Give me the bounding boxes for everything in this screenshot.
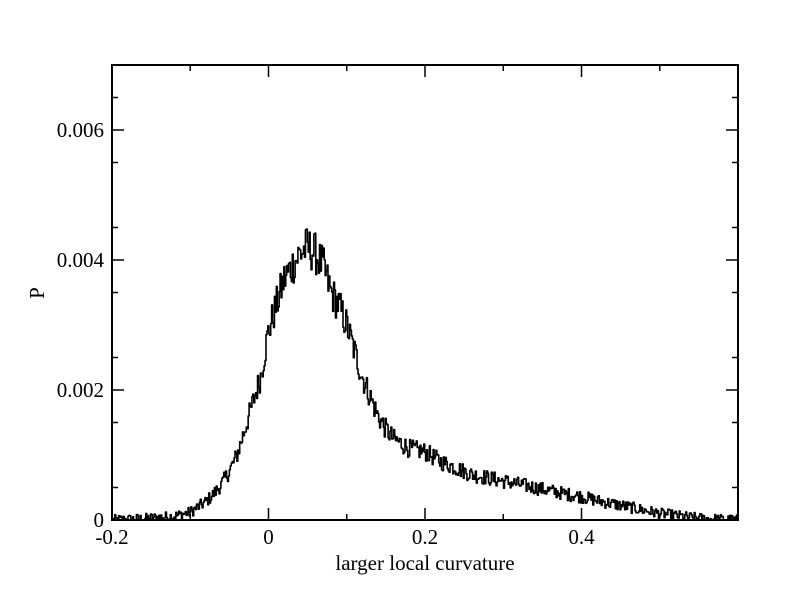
- series-group: [112, 228, 739, 521]
- x-tick-label: 0: [263, 525, 274, 549]
- x-tick-label: 0.4: [568, 525, 595, 549]
- y-tick-label: 0.004: [57, 248, 105, 272]
- x-tick-label: 0.2: [412, 525, 438, 549]
- x-tick-label: -0.2: [95, 525, 128, 549]
- y-tick-label: 0.002: [57, 378, 104, 402]
- x-axis-label: larger local curvature: [335, 551, 514, 575]
- series-line: [112, 228, 739, 521]
- y-tick-label: 0.006: [57, 118, 104, 142]
- y-axis-label: P: [25, 287, 49, 299]
- y-tick-label: 0: [94, 508, 105, 532]
